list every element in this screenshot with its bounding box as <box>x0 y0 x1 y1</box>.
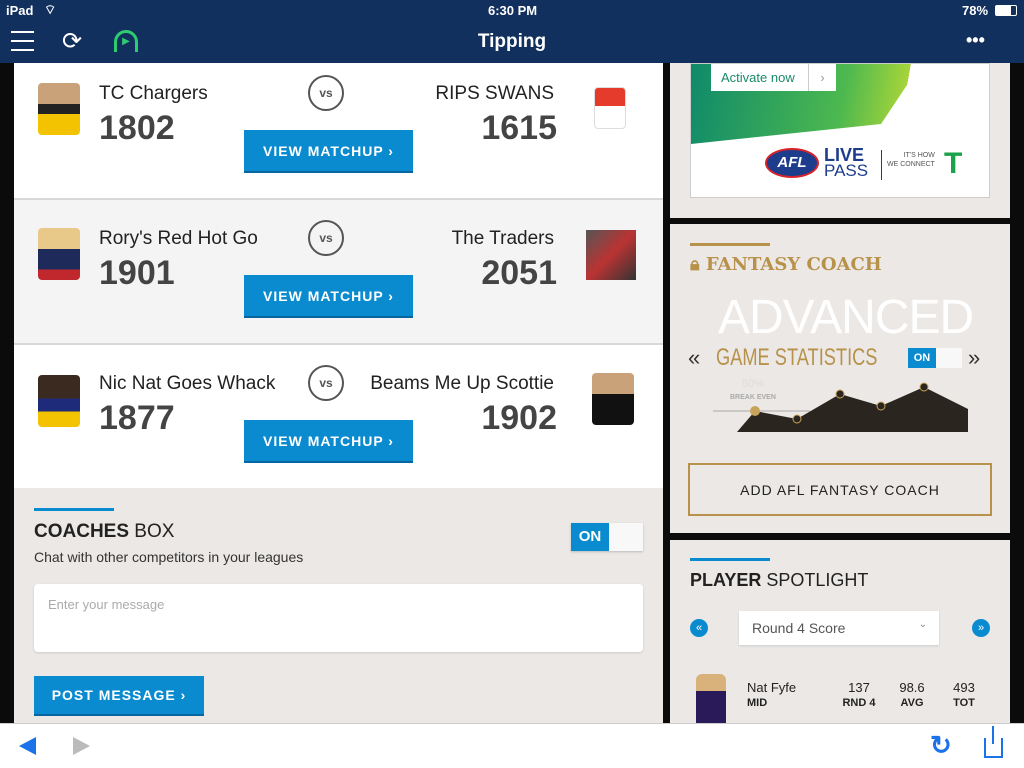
coaches-box-title: COACHES BOX <box>34 521 174 543</box>
prev-icon[interactable]: « <box>688 345 701 370</box>
coaches-box: COACHES BOX Chat with other competitors … <box>14 488 663 723</box>
section-accent <box>690 243 770 246</box>
home-score: 1901 <box>99 254 175 292</box>
avatar <box>592 373 634 425</box>
away-score: 2051 <box>481 254 557 292</box>
message-input[interactable]: Enter your message <box>34 584 643 652</box>
avatar <box>38 228 80 280</box>
home-score: 1802 <box>99 109 175 147</box>
view-matchup-button[interactable]: VIEW MATCHUP › <box>244 420 413 463</box>
wifi-icon: ⌔ <box>44 2 57 17</box>
home-team: Nic Nat Goes Whack <box>99 373 276 394</box>
view-matchup-button[interactable]: VIEW MATCHUP › <box>244 275 413 318</box>
activate-now-button[interactable]: Activate now › <box>711 64 836 91</box>
menu-icon[interactable] <box>11 31 34 51</box>
post-message-button[interactable]: POST MESSAGE › <box>34 676 204 716</box>
matchup-row: Rory's Red Hot Go 1901 vs VIEW MATCHUP ›… <box>14 200 663 345</box>
matchup-row: Nic Nat Goes Whack 1877 vs VIEW MATCHUP … <box>14 345 663 488</box>
chart-point <box>919 382 929 392</box>
afl-live-pass-ad[interactable]: Activate now › AFL LIVE PASS IT'S HOW WE CO… <box>690 63 990 198</box>
chart-point <box>750 406 760 416</box>
view-matchup-button[interactable]: VIEW MATCHUP › <box>244 130 413 173</box>
stat-rnd: 137 RND 4 <box>842 680 876 709</box>
nav-bar: ⟳ ▶ Tipping ••• <box>0 22 1024 63</box>
player-spotlight-panel: PLAYER SPOTLIGHT « Round 4 Score ⌄ » Nat … <box>670 540 1010 723</box>
lock-icon: 🔒︎ <box>690 254 700 275</box>
next-player-icon[interactable]: » <box>972 619 990 637</box>
page-title: Tipping <box>477 31 547 52</box>
next-icon[interactable]: » <box>968 345 981 370</box>
vs-badge: vs <box>308 75 344 111</box>
clock: 6:30 PM <box>488 3 538 18</box>
chevron-down-icon: ⌄ <box>918 619 927 630</box>
matchup-row: TC Chargers 1802 vs VIEW MATCHUP › RIPS … <box>14 63 663 200</box>
advanced-headline: ADVANCED <box>718 291 974 344</box>
break-even-pct: 50% <box>742 378 765 390</box>
player-position: MID <box>747 697 768 709</box>
away-score: 1615 <box>481 109 557 147</box>
back-icon[interactable] <box>19 737 36 755</box>
vs-badge: vs <box>308 365 344 401</box>
home-team: Rory's Red Hot Go <box>99 228 258 249</box>
vs-badge: vs <box>308 220 344 256</box>
battery-icon <box>995 5 1017 16</box>
player-name: Nat Fyfe <box>747 680 797 695</box>
game-statistics: GAME STATISTICS <box>716 344 878 371</box>
chevron-right-icon: › <box>808 64 836 91</box>
stats-chart <box>713 382 968 432</box>
chart-area <box>737 387 968 432</box>
avatar <box>38 83 80 135</box>
stats-toggle[interactable]: ON <box>908 348 962 368</box>
away-team: Beams Me Up Scottie <box>370 373 554 394</box>
toggle-on-label: ON <box>571 523 609 551</box>
section-accent <box>34 508 114 511</box>
section-accent <box>690 558 770 561</box>
live-pass-logo: LIVE PASS <box>824 145 869 180</box>
title-bold: COACHES <box>34 521 130 542</box>
chart-point <box>876 401 886 411</box>
afl-logo: AFL <box>765 148 819 178</box>
chart-point <box>792 414 802 424</box>
chart-point <box>835 389 845 399</box>
spotlight-title: PLAYER SPOTLIGHT <box>690 570 869 590</box>
fantasy-coach-title: 🔒︎ FANTASY COACH <box>690 254 882 275</box>
team-photo <box>586 230 636 280</box>
fantasy-coach-panel: 🔒︎ FANTASY COACH ADVANCED « GAME STATIST… <box>670 224 1010 533</box>
home-team: TC Chargers <box>99 83 208 104</box>
live-audio-icon[interactable]: ▶ <box>114 30 138 52</box>
away-team: The Traders <box>451 228 554 249</box>
forward-icon[interactable] <box>73 737 90 755</box>
stat-avg: 98.6 AVG <box>899 680 925 709</box>
title-light: BOX <box>134 521 175 542</box>
away-team: RIPS SWANS <box>435 83 554 104</box>
cta-label: Activate now <box>721 70 795 85</box>
stat-select[interactable]: Round 4 Score ⌄ <box>739 611 939 645</box>
browser-toolbar: ↻ <box>0 723 1024 768</box>
coaches-box-subtitle: Chat with other competitors in your leag… <box>34 549 304 565</box>
coaches-toggle[interactable]: ON <box>571 523 643 551</box>
home-score: 1877 <box>99 399 175 437</box>
battery-percent: 78% <box>962 3 989 18</box>
ad-panel: Activate now › AFL LIVE PASS IT'S HOW WE CO… <box>670 63 1010 218</box>
telstra-logo: T <box>944 147 963 180</box>
device-label: iPad <box>6 3 34 18</box>
divider <box>881 150 882 180</box>
break-even-label: BREAK EVEN <box>730 394 776 401</box>
prev-player-icon[interactable]: « <box>690 619 708 637</box>
avatar <box>38 375 80 427</box>
tagline: IT'S HOW WE CONNECT <box>887 152 935 168</box>
player-avatar <box>696 674 726 723</box>
share-icon[interactable] <box>984 726 1003 758</box>
status-bar: iPad ⌔ 6:30 PM 78% <box>0 0 1024 22</box>
refresh-icon[interactable]: ⟳ <box>62 28 83 55</box>
reload-icon[interactable]: ↻ <box>930 730 952 760</box>
add-fantasy-coach-button[interactable]: ADD AFL FANTASY COACH <box>688 463 992 516</box>
away-score: 1902 <box>481 399 557 437</box>
guernsey-icon <box>594 87 626 129</box>
stat-tot: 493 TOT <box>953 680 975 709</box>
more-icon[interactable]: ••• <box>966 30 985 50</box>
